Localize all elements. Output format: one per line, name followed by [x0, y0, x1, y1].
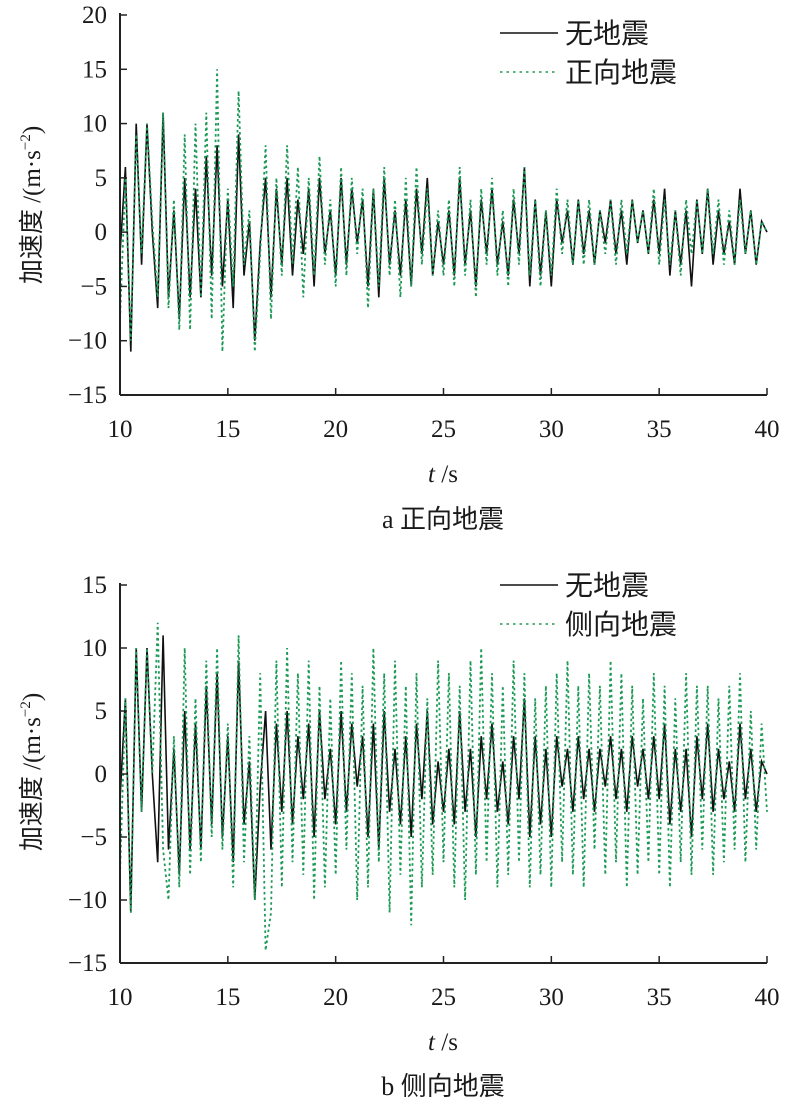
x-tick-label: 25 [431, 416, 456, 443]
y-tick-label: 15 [82, 56, 107, 83]
series-line-quake [119, 69, 768, 352]
x-tick-label: 20 [323, 416, 348, 443]
y-tick-label: −15 [68, 382, 107, 409]
y-tick-label: 0 [95, 761, 108, 788]
y-tick-label: 20 [82, 2, 107, 29]
y-axis-label: 加速度 /(m·s−2) [18, 126, 46, 284]
y-axis-label-exponent: −2 [18, 134, 34, 150]
legend-label: 侧向地震 [565, 609, 677, 641]
y-axis-label-exponent: −2 [18, 701, 34, 717]
y-tick-label: −15 [68, 950, 107, 977]
x-tick-label: 20 [323, 984, 348, 1011]
y-tick-label: −5 [80, 824, 107, 851]
x-tick-label: 25 [431, 984, 456, 1011]
x-tick-label: 15 [215, 984, 240, 1011]
y-axis-label-main: 加速度 /(m·s [18, 150, 46, 284]
x-tick-label: 40 [755, 984, 780, 1011]
chart-caption: a 正向地震 [382, 505, 504, 534]
y-axis-label-main: 加速度 /(m·s [18, 717, 46, 851]
y-axis-label-close: ) [19, 693, 46, 701]
x-axis-label-unit: /s [435, 461, 458, 488]
x-tick-label: 10 [108, 984, 133, 1011]
y-tick-label: −10 [68, 328, 107, 355]
chart-caption: b 侧向地震 [381, 1072, 505, 1101]
x-axis-label: t /s [428, 461, 458, 488]
x-axis-label-unit: /s [435, 1029, 458, 1056]
x-tick-label: 40 [755, 416, 780, 443]
x-tick-label: 30 [539, 984, 564, 1011]
x-axis-label: t /s [428, 1029, 458, 1056]
y-axis-label: 加速度 /(m·s−2) [18, 693, 46, 851]
legend-label: 无地震 [565, 18, 649, 50]
y-tick-label: 0 [95, 219, 108, 246]
series-line-quake [119, 622, 768, 951]
y-tick-label: 15 [82, 572, 107, 599]
legend-label: 正向地震 [565, 57, 677, 89]
x-axis-label-var: t [428, 461, 436, 488]
y-tick-label: 10 [82, 635, 107, 662]
x-tick-label: 30 [539, 416, 564, 443]
x-tick-label: 15 [215, 416, 240, 443]
x-tick-label: 35 [647, 984, 672, 1011]
y-tick-label: 10 [82, 111, 107, 138]
y-tick-label: 5 [95, 698, 108, 725]
y-tick-label: 5 [95, 165, 108, 192]
y-axis-label-close: ) [19, 126, 46, 134]
legend-label: 无地震 [565, 570, 649, 602]
series-line-no-quake [119, 112, 768, 352]
x-axis-label-var: t [428, 1029, 436, 1056]
y-tick-label: −10 [68, 887, 107, 914]
x-tick-label: 10 [108, 416, 133, 443]
y-tick-label: −5 [80, 273, 107, 300]
x-tick-label: 35 [647, 416, 672, 443]
